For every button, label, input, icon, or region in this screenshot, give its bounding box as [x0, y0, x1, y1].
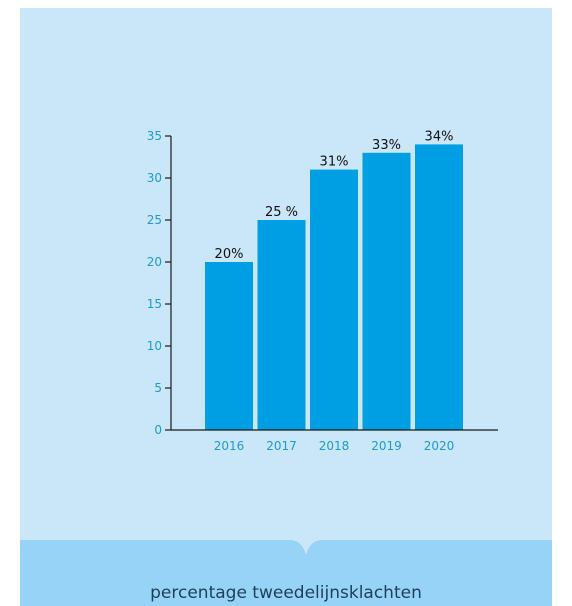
- x-tick-label-2016: 2016: [214, 439, 245, 453]
- data-label-2017: 25 %: [265, 205, 298, 220]
- data-label-2019: 33%: [372, 138, 401, 153]
- y-tick-label: 30: [147, 171, 162, 185]
- data-label-2018: 31%: [320, 155, 349, 170]
- y-tick-label: 5: [154, 381, 162, 395]
- bar-2017: [257, 220, 306, 430]
- y-tick-label: 35: [147, 129, 162, 143]
- chart-panel: 0 5 10 15 20 25 30 35 2016 2017 2018 2019 2020 20% 2…: [20, 8, 552, 606]
- x-tick-label-2019: 2019: [371, 439, 402, 453]
- x-tick-label-2017: 2017: [266, 439, 297, 453]
- x-tick-labels-group: 2016 2017 2018 2019 2020: [214, 439, 455, 453]
- data-label-2016: 20%: [215, 247, 244, 262]
- y-ticks-group: 0 5 10 15 20 25 30 35: [147, 129, 171, 437]
- bars-group: [205, 144, 463, 431]
- y-tick-label: 0: [154, 423, 162, 437]
- y-tick-label: 20: [147, 255, 162, 269]
- data-label-2020: 34%: [425, 129, 454, 144]
- x-tick-label-2020: 2020: [424, 439, 455, 453]
- y-tick-label: 25: [147, 213, 162, 227]
- bar-2019: [362, 152, 411, 431]
- bar-2018: [310, 169, 358, 430]
- caption-band: [20, 540, 552, 606]
- bar-2016: [205, 262, 253, 430]
- y-tick-label: 10: [147, 339, 162, 353]
- bar-2020: [415, 144, 463, 430]
- x-tick-label-2018: 2018: [319, 439, 350, 453]
- y-tick-label: 15: [147, 297, 162, 311]
- data-labels-group: 20% 25 % 31% 33% 34%: [215, 129, 454, 262]
- chart-caption: percentage tweedelijnsklachten: [150, 583, 422, 603]
